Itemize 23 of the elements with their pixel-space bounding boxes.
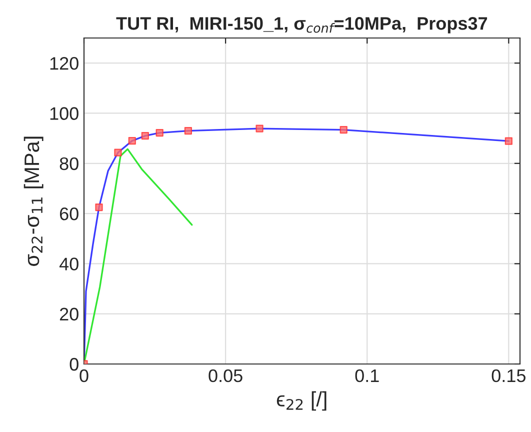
point: [340, 126, 348, 134]
y-tick-label: 120: [50, 57, 78, 70]
x-axis-title: ϵ$_{22}$ [/]: [276, 391, 326, 411]
chart-title: TUT RI, MIRI-150_1, σ$_{conf}$=10MPa, Props37: [116, 17, 488, 34]
y-tick-label: 0: [70, 358, 78, 371]
y-axis-title: σ$_{22}$-σ$_{11}$ [MPa]: [24, 136, 44, 266]
point: [128, 137, 136, 145]
point: [504, 137, 512, 145]
y-tick-label: 20: [60, 308, 78, 321]
y-tick-label: 100: [50, 107, 78, 120]
x-tick-label: 0.15: [492, 369, 526, 382]
x-tick-label: 0: [80, 369, 88, 382]
point: [156, 128, 164, 137]
y-tick-label: 40: [59, 258, 78, 270]
x-tick-label: 0.1: [355, 369, 379, 382]
x-tick-label: 0.05: [208, 369, 242, 382]
y-tick-label: 80: [60, 157, 78, 170]
point: [256, 124, 264, 132]
point: [184, 126, 192, 135]
point: [114, 148, 122, 156]
y-tick-label: 60: [60, 207, 78, 220]
point: [95, 203, 103, 212]
point: [141, 132, 149, 140]
